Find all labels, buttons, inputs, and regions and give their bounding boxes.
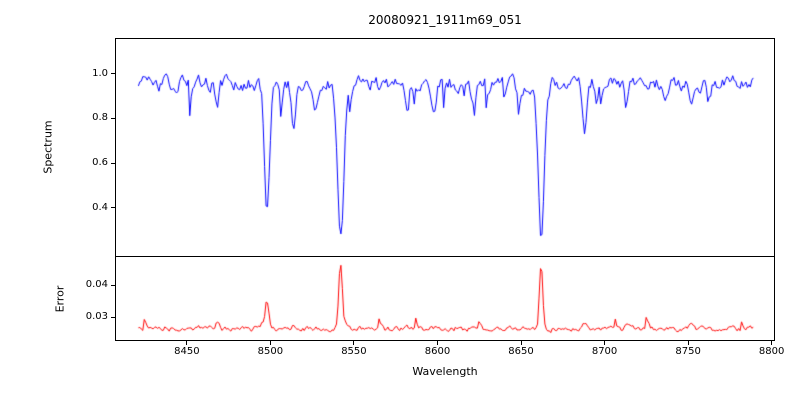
- y-tick-label: 0.03: [85, 311, 108, 322]
- spectrum-line-canvas: [115, 38, 775, 257]
- x-tick-mark: [186, 341, 188, 345]
- x-tick-label: 8500: [257, 346, 284, 357]
- y-tick-mark: [111, 73, 115, 75]
- x-tick-label: 8700: [591, 346, 618, 357]
- spectrum-panel: [115, 38, 775, 257]
- x-tick-mark: [771, 341, 773, 345]
- y-tick-label: 0.04: [85, 279, 108, 290]
- y-tick-mark: [111, 117, 115, 119]
- y-tick-label: 0.4: [92, 201, 108, 213]
- x-tick-label: 8800: [758, 346, 785, 357]
- error-line-canvas: [115, 257, 775, 341]
- x-axis-label: Wavelength: [412, 365, 478, 378]
- x-tick-mark: [520, 341, 522, 345]
- y-tick-mark: [111, 316, 115, 318]
- x-tick-label: 8550: [341, 346, 367, 357]
- x-tick-label: 8650: [508, 346, 534, 357]
- plot-title: 20080921_1911m69_051: [368, 13, 522, 27]
- y-tick-mark: [111, 162, 115, 164]
- error-y-axis-label: Error: [53, 285, 67, 313]
- error-panel: [115, 257, 775, 341]
- y-tick-label: 1.0: [92, 67, 108, 79]
- x-tick-mark: [436, 341, 438, 345]
- spectrum-y-axis-label: Spectrum: [41, 120, 55, 174]
- y-tick-mark: [111, 284, 115, 286]
- x-tick-mark: [604, 341, 606, 345]
- x-tick-mark: [353, 341, 355, 345]
- x-tick-mark: [269, 341, 271, 345]
- x-tick-label: 8600: [424, 346, 451, 357]
- x-tick-label: 8750: [675, 346, 701, 357]
- y-tick-label: 0.8: [92, 112, 108, 124]
- y-tick-mark: [111, 207, 115, 209]
- x-tick-mark: [687, 341, 689, 345]
- y-tick-label: 0.6: [92, 157, 108, 169]
- x-tick-label: 8450: [174, 346, 200, 357]
